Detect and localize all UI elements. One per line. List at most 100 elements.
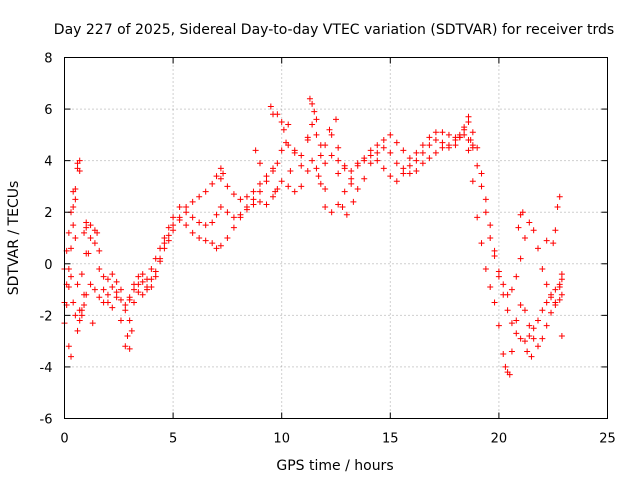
data-point [183,204,190,211]
data-point [196,235,203,241]
data-point [322,142,329,149]
data-point [556,193,563,200]
data-point [343,211,350,218]
data-point [274,160,281,167]
data-point [81,291,88,298]
data-point [70,204,77,211]
data-point [298,152,305,159]
data-point [380,137,387,144]
data-point [176,204,183,211]
data-point [165,237,172,244]
data-point [270,111,277,118]
data-point [170,214,177,221]
data-point [502,363,509,370]
data-point [374,142,381,149]
x-tick-label: 10 [273,432,290,447]
data-point [291,147,298,154]
x-tick-label: 25 [599,432,616,447]
axis-ticks [64,57,608,419]
data-point [350,198,357,205]
data-point [432,149,439,156]
data-point [517,255,524,262]
data-point [87,235,94,241]
data-point [469,178,476,185]
series-trace-b [61,118,565,334]
x-tick-label: 20 [491,432,508,447]
data-point [209,240,216,247]
data-point [278,118,285,125]
data-point [374,157,381,164]
x-tick-label: 5 [169,432,177,447]
data-point [400,165,407,172]
data-point [76,317,83,324]
data-point [76,307,83,314]
data-point [354,186,361,193]
data-point [328,131,335,138]
data-point [474,162,481,169]
y-tick-label: 2 [44,206,52,221]
data-point [81,229,88,236]
data-point [189,229,196,236]
data-point [202,237,209,244]
data-point [126,317,133,324]
data-point [202,188,209,195]
data-point [322,204,329,211]
data-point [157,245,164,252]
y-tick-labels: -6 -4 -2 0 2 4 6 8 [40,52,53,428]
data-point [361,175,368,182]
data-point [504,291,511,298]
data-point [474,144,481,151]
data-point [526,322,533,329]
data-point [104,291,111,298]
data-point [341,165,348,172]
data-point [83,224,90,231]
data-point [534,343,541,350]
y-tick-label: 0 [44,258,52,273]
data-point [213,245,220,252]
data-point [309,157,316,164]
data-point [72,312,79,319]
data-point [380,144,387,151]
data-point [68,245,75,252]
data-point [519,209,526,216]
data-point [556,296,563,303]
data-point [452,142,459,149]
data-point [213,173,220,180]
data-point [508,320,515,327]
data-point [256,180,263,187]
data-point [74,281,81,288]
data-point [467,137,474,144]
data-point [270,193,277,200]
data-point [426,142,433,149]
data-point [313,165,320,172]
data-point [65,343,72,350]
data-point [530,227,537,234]
data-point [287,167,294,174]
data-point [183,209,190,216]
data-point [439,144,446,151]
data-point [311,108,318,115]
y-tick-label: 6 [44,103,52,118]
data-point [322,160,329,167]
data-point [478,183,485,190]
data-point [298,162,305,169]
series-trace-d [65,95,565,378]
data-point [495,273,502,280]
data-point [280,126,287,133]
data-point [313,116,320,123]
data-point [96,247,103,254]
data-point [304,167,311,174]
data-point [482,196,489,203]
data-point [65,283,72,290]
data-point [72,186,79,193]
data-point [213,211,220,218]
data-point [252,147,259,154]
data-point [278,147,285,154]
data-point [196,193,203,200]
data-point [445,142,452,149]
data-point [515,224,522,231]
data-point [104,299,111,306]
data-point [322,186,329,193]
plot-frame [64,57,608,419]
data-point [65,229,72,236]
